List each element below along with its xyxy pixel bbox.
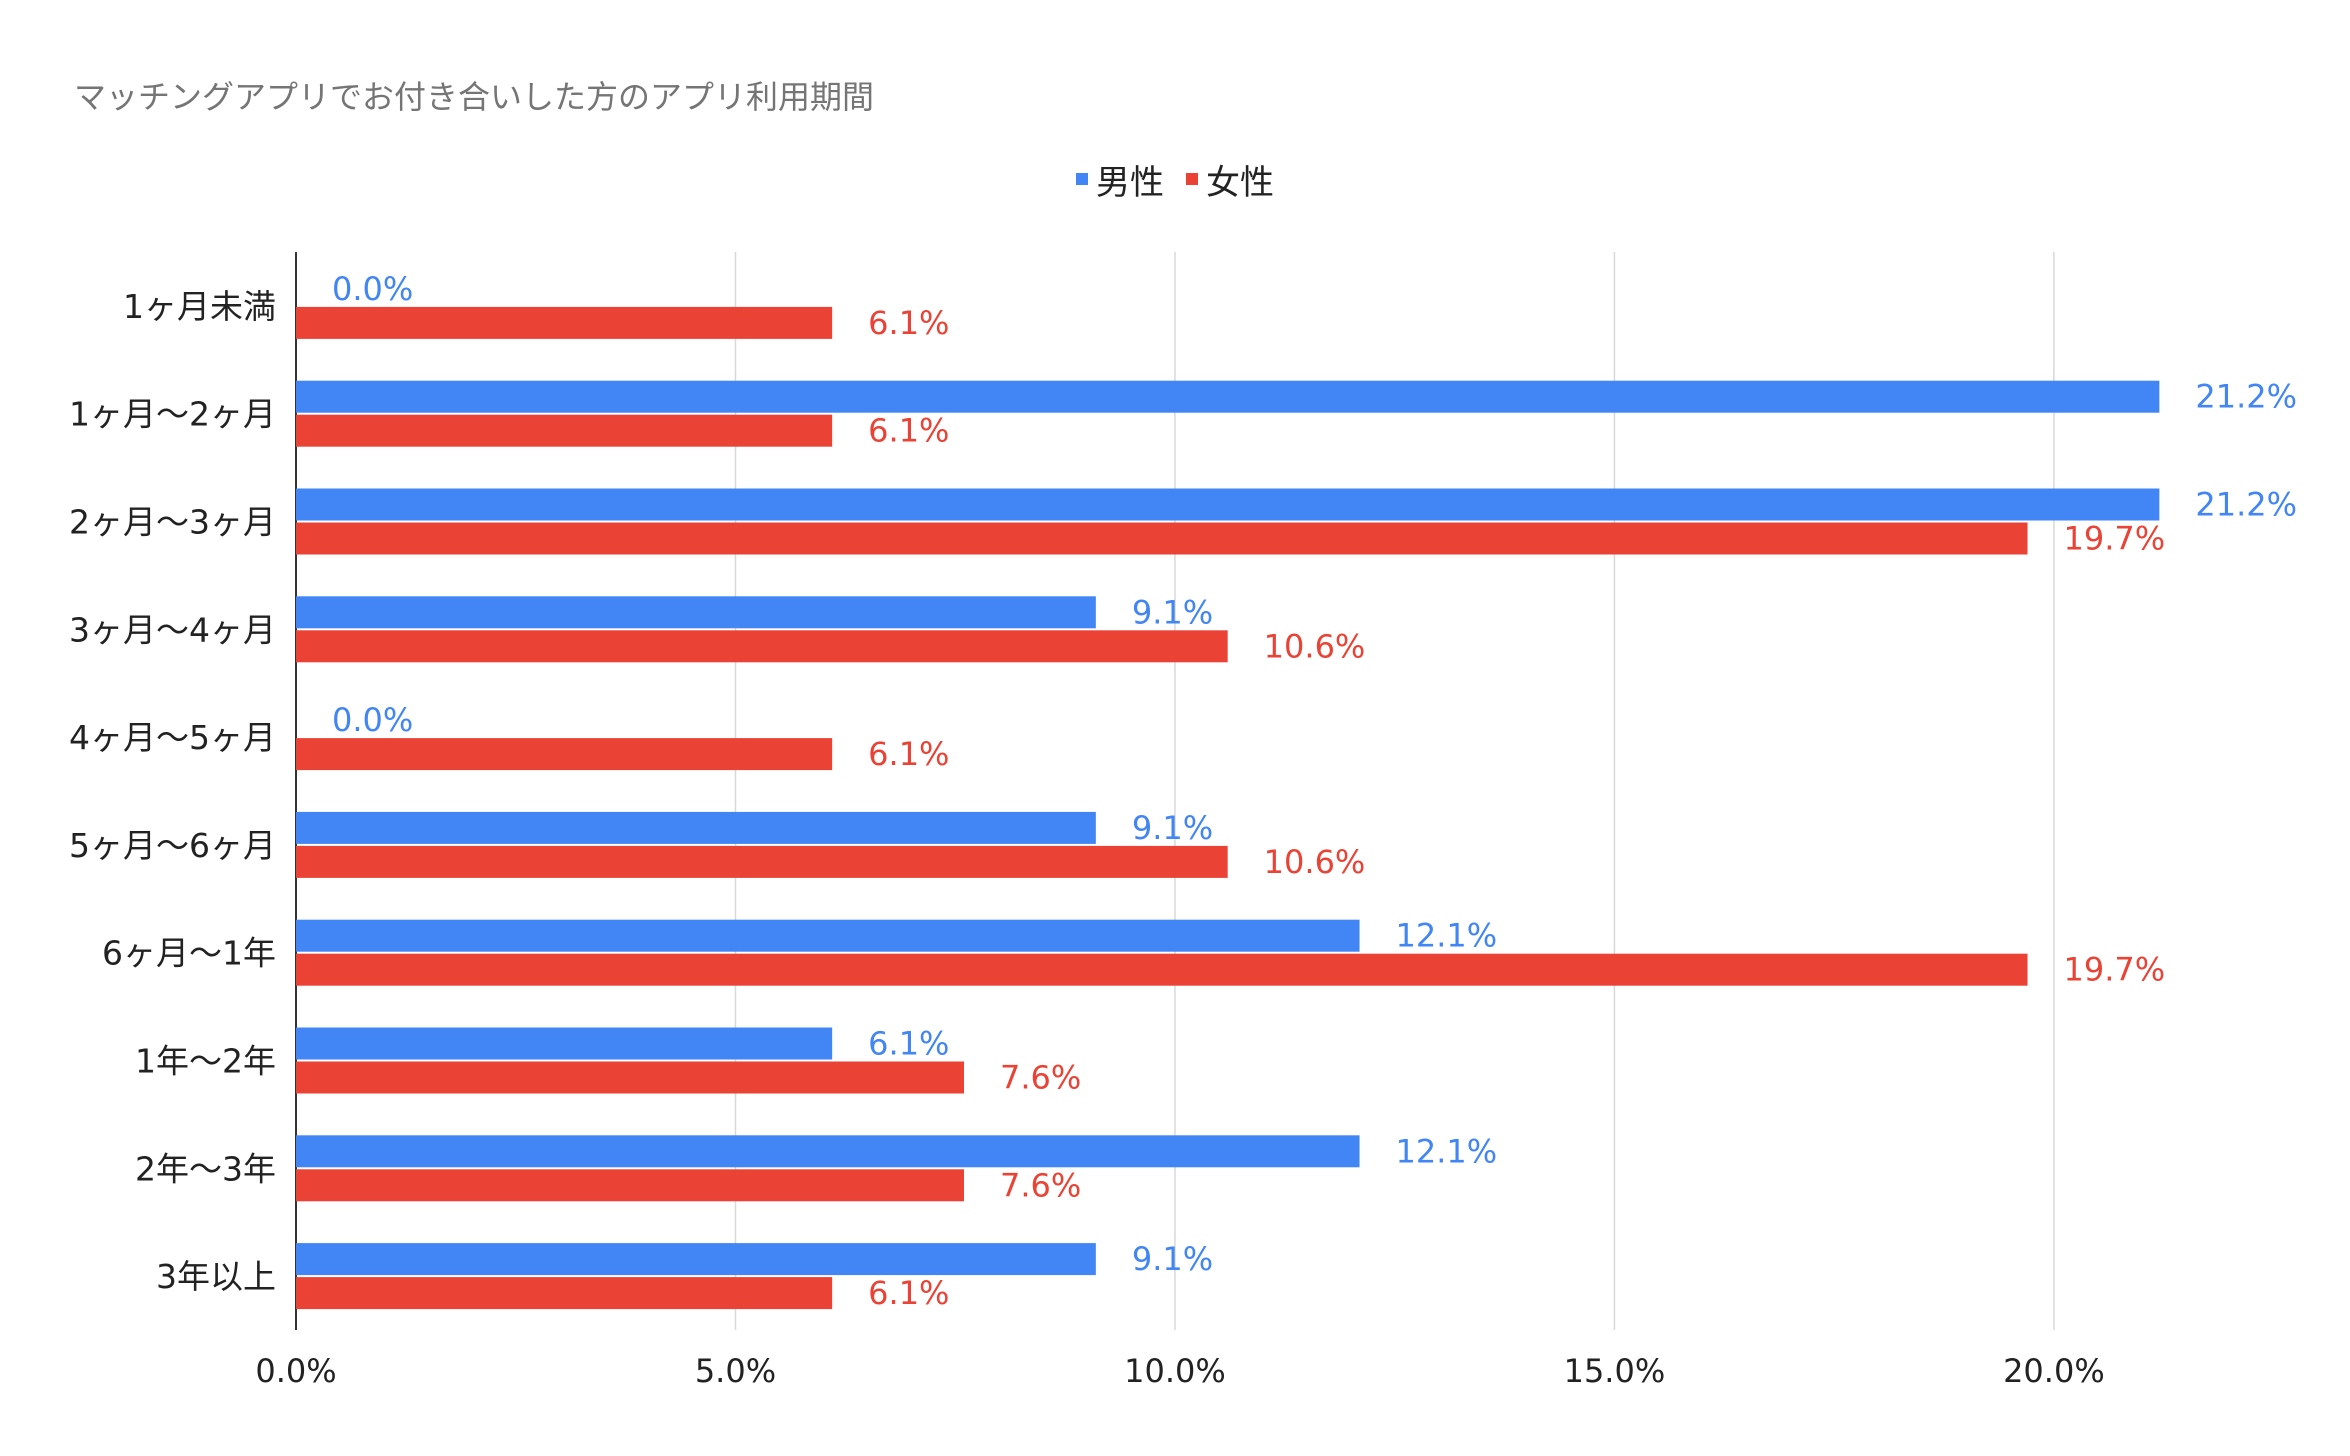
category-label: 5ヶ月〜6ヶ月: [69, 826, 276, 865]
data-label: 9.1%: [1132, 593, 1213, 631]
grid-layer: [295, 252, 2055, 1330]
chart-title: マッチングアプリでお付き合いした方のアプリ利用期間: [74, 78, 875, 116]
category-label: 6ヶ月〜1年: [102, 934, 276, 973]
bar: [296, 1277, 833, 1310]
legend-swatch: [1076, 173, 1088, 185]
data-label: 12.1%: [1396, 1132, 1498, 1170]
bar: [296, 1027, 833, 1060]
data-labels: 0.0% 6.1% 21.2% 6.1% 21.2% 19.7% 9.1% 10.6% 0.0%…: [332, 270, 2297, 1312]
bar: [296, 919, 1360, 952]
category-label: 1ヶ月未満: [123, 287, 276, 326]
data-label: 7.6%: [1000, 1166, 1081, 1204]
bar: [296, 811, 1096, 844]
bar: [296, 630, 1228, 663]
bar: [296, 1169, 964, 1202]
bars: [296, 306, 2160, 1310]
bar: [296, 738, 833, 771]
data-label: 7.6%: [1000, 1059, 1081, 1097]
bar: [296, 1243, 1096, 1276]
bar: [296, 414, 833, 447]
data-label: 19.7%: [2064, 520, 2166, 558]
data-label: 19.7%: [2064, 951, 2166, 989]
data-label: 10.6%: [1264, 627, 1366, 665]
data-label: 6.1%: [868, 1274, 949, 1312]
data-label: 12.1%: [1396, 917, 1498, 955]
legend-swatch: [1186, 173, 1198, 185]
category-label: 4ヶ月〜5ヶ月: [69, 718, 276, 757]
category-label: 1ヶ月〜2ヶ月: [69, 395, 276, 434]
bar: [296, 488, 2160, 521]
bar: [296, 1061, 964, 1094]
x-tick-label: 5.0%: [695, 1352, 776, 1390]
legend-label: 女性: [1206, 163, 1274, 203]
category-label: 3ヶ月〜4ヶ月: [69, 610, 276, 649]
data-label: 0.0%: [332, 701, 413, 739]
data-label: 6.1%: [868, 412, 949, 450]
data-label: 6.1%: [868, 735, 949, 773]
category-label: 1年〜2年: [135, 1042, 276, 1081]
data-label: 0.0%: [332, 270, 413, 308]
category-label: 2ヶ月〜3ヶ月: [69, 503, 276, 542]
value-axis: 0.0% 5.0% 10.0% 15.0% 20.0%: [255, 1352, 2104, 1390]
data-label: 6.1%: [868, 1025, 949, 1063]
data-label: 21.2%: [2195, 378, 2297, 416]
data-label: 10.6%: [1264, 843, 1366, 881]
x-tick-label: 10.0%: [1124, 1352, 1226, 1390]
x-tick-label: 15.0%: [1564, 1352, 1666, 1390]
bar: [296, 380, 2160, 413]
data-label: 21.2%: [2195, 486, 2297, 524]
x-tick-label: 0.0%: [255, 1352, 336, 1390]
bar: [296, 1135, 1360, 1168]
category-label: 2年〜3年: [135, 1149, 276, 1188]
bar: [296, 522, 2028, 555]
data-label: 9.1%: [1132, 809, 1213, 847]
bar: [296, 306, 833, 339]
bar: [296, 596, 1096, 629]
legend: 男性 女性: [1076, 163, 1274, 203]
bar: [296, 845, 1228, 878]
legend-label: 男性: [1096, 163, 1164, 203]
category-axis: 1ヶ月未満 1ヶ月〜2ヶ月 2ヶ月〜3ヶ月 3ヶ月〜4ヶ月 4ヶ月〜5ヶ月 5ヶ月〜6ヶ月…: [69, 287, 276, 1296]
data-label: 9.1%: [1132, 1240, 1213, 1278]
x-tick-label: 20.0%: [2003, 1352, 2105, 1390]
category-label: 3年以上: [156, 1257, 276, 1296]
data-label: 6.1%: [868, 304, 949, 342]
bar: [296, 953, 2028, 986]
